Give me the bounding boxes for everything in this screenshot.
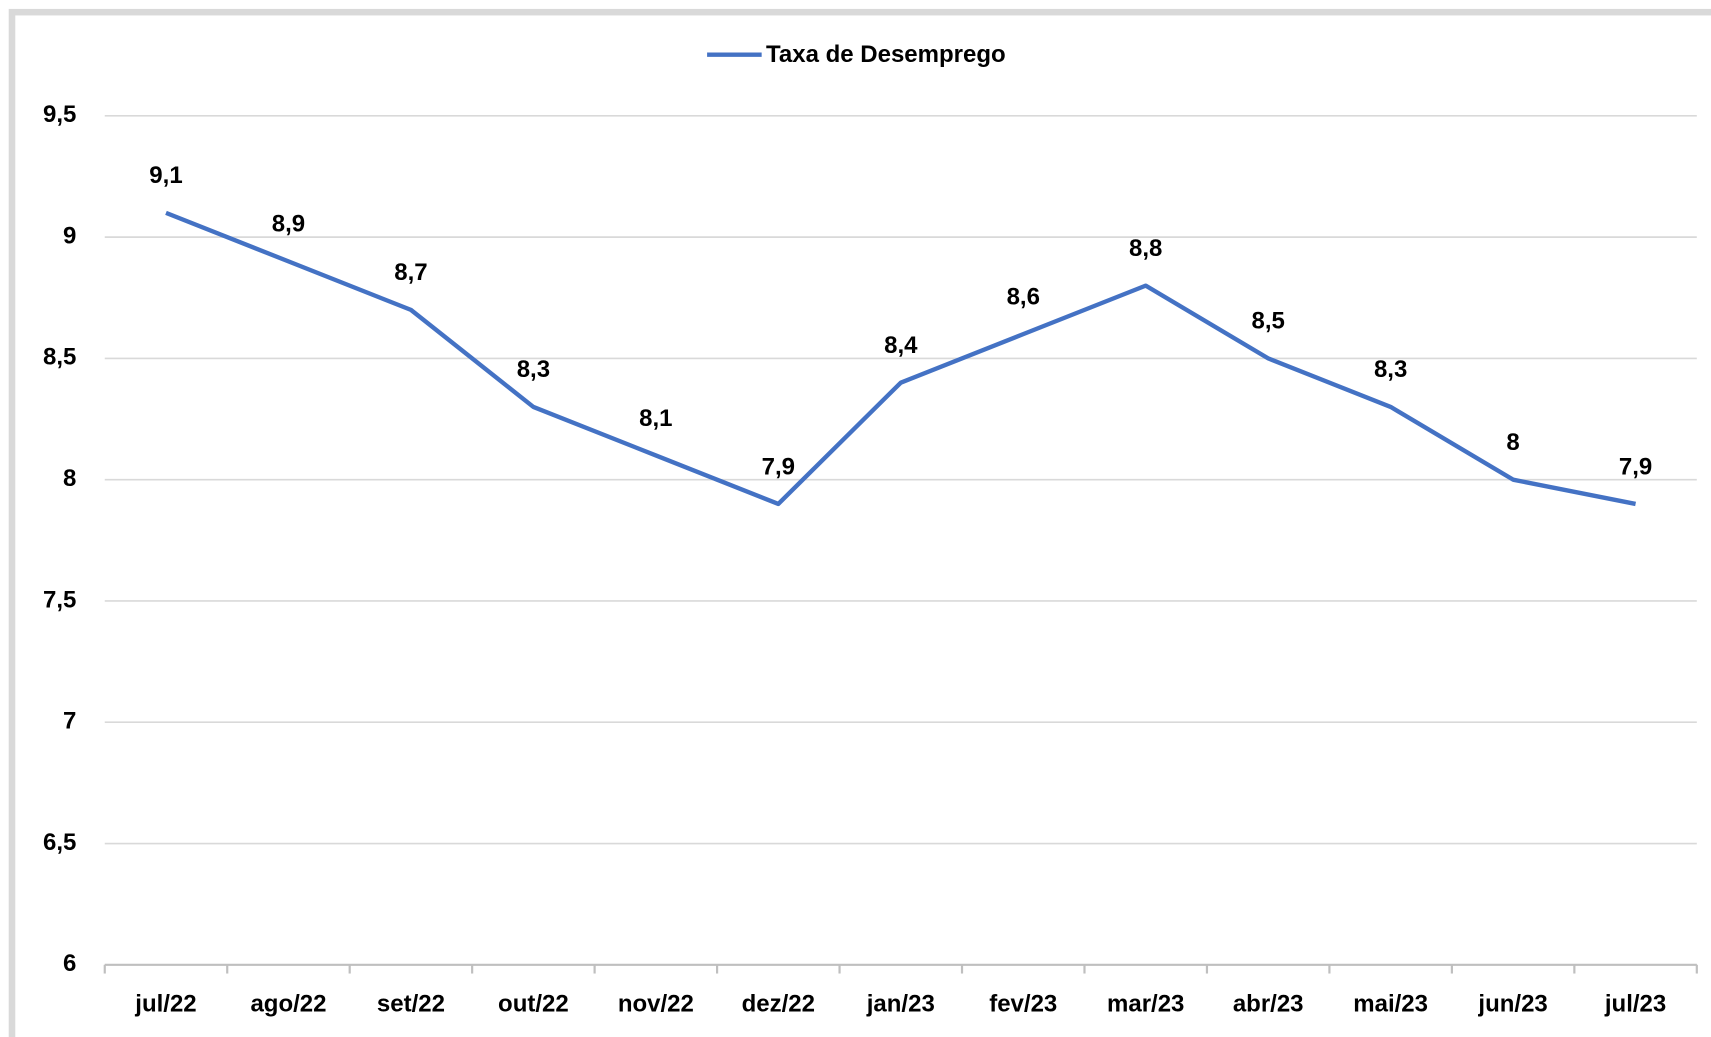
data-label: 8,7 (394, 259, 427, 286)
data-label: 7,9 (762, 453, 795, 480)
x-tick-label: jun/23 (1477, 991, 1547, 1018)
data-label: 8,4 (884, 332, 918, 359)
y-tick-label: 9,5 (43, 101, 76, 128)
legend-label: Taxa de Desemprego (766, 41, 1006, 68)
x-tick-label: jul/22 (134, 991, 196, 1018)
y-tick-label: 8,5 (43, 344, 76, 371)
data-label: 8 (1506, 429, 1519, 456)
data-label: 8,5 (1251, 308, 1284, 335)
data-label: 8,9 (272, 211, 305, 238)
data-line (165, 210, 1637, 507)
y-tick-label: 6,5 (43, 829, 76, 856)
chart-frame (8, 8, 1711, 1037)
y-tick-label: 6 (63, 950, 76, 977)
data-label: 8,1 (639, 405, 672, 432)
data-label: 8,6 (1007, 283, 1040, 310)
y-tick-label: 7,5 (43, 586, 76, 613)
data-label: 7,9 (1619, 453, 1652, 480)
x-tick-label: nov/22 (618, 991, 694, 1018)
x-tick-label: abr/23 (1233, 991, 1304, 1018)
x-tick-label: set/22 (377, 991, 445, 1018)
data-label: 8,3 (517, 356, 550, 383)
x-tick-label: ago/22 (250, 991, 326, 1018)
x-tick-label: dez/22 (742, 991, 815, 1018)
x-tick-label: out/22 (498, 991, 569, 1018)
y-tick-label: 9 (63, 222, 76, 249)
data-label: 8,8 (1129, 235, 1162, 262)
data-label: 8,3 (1374, 356, 1407, 383)
y-tick-label: 7 (63, 708, 76, 735)
x-tick-label: jan/23 (866, 991, 935, 1018)
data-label: 9,1 (149, 162, 182, 189)
x-tick-label: jul/23 (1604, 991, 1666, 1018)
x-tick-label: fev/23 (989, 991, 1057, 1018)
x-tick-label: mar/23 (1107, 991, 1184, 1018)
y-tick-label: 8 (63, 465, 76, 492)
x-tick-label: mai/23 (1353, 991, 1428, 1018)
